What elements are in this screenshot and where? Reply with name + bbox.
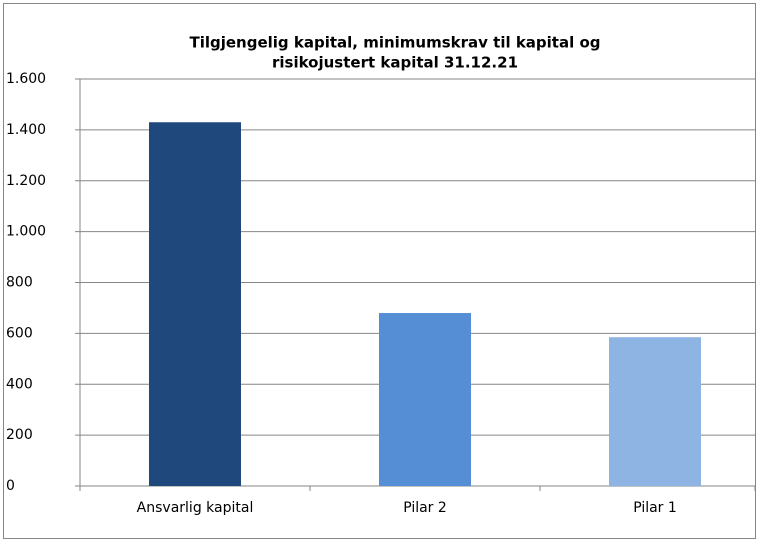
chart-title: risikojustert kapital 31.12.21 xyxy=(272,54,518,72)
y-tick-label: 800 xyxy=(6,275,33,291)
y-tick-label: 400 xyxy=(6,376,33,392)
x-tick-label: Ansvarlig kapital xyxy=(137,500,254,516)
y-tick-label: 0 xyxy=(6,478,15,494)
x-tick-label: Pilar 2 xyxy=(403,500,447,516)
chart-title: Tilgjengelig kapital, minimumskrav til k… xyxy=(189,34,600,52)
y-tick-label: 200 xyxy=(6,427,33,443)
bar xyxy=(379,313,471,486)
y-tick-label: 1.600 xyxy=(6,71,46,87)
y-tick-label: 600 xyxy=(6,325,33,341)
x-tick-label: Pilar 1 xyxy=(633,500,677,516)
y-tick-label: 1.400 xyxy=(6,122,46,138)
bar xyxy=(609,337,701,486)
bar xyxy=(149,122,241,487)
y-tick-label: 1.200 xyxy=(6,173,46,189)
y-tick-label: 1.000 xyxy=(6,224,46,240)
